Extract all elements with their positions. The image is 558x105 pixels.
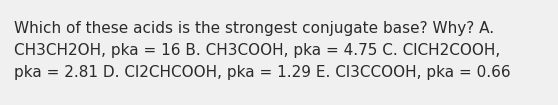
Text: Which of these acids is the strongest conjugate base? Why? A.
CH3CH2OH, pka = 16: Which of these acids is the strongest co… <box>14 21 511 80</box>
